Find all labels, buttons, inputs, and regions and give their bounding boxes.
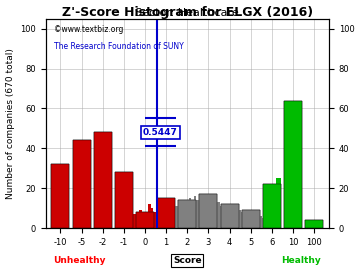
Bar [178,200,196,228]
Bar [115,173,133,228]
Bar [73,140,90,228]
Bar [262,218,265,228]
Text: ©www.textbiz.org: ©www.textbiz.org [54,25,123,34]
Bar [199,194,217,228]
Bar [156,202,158,228]
Bar [284,100,302,228]
Bar [215,198,217,228]
Bar [129,220,131,228]
Title: Z'-Score Histogram for ELGX (2016): Z'-Score Histogram for ELGX (2016) [62,6,313,19]
Bar [153,212,156,228]
Bar [284,100,302,228]
Bar [305,220,323,228]
Bar [94,133,112,228]
Bar [225,204,228,228]
Bar [217,202,220,228]
Bar [263,184,281,228]
Text: Score: Score [173,256,202,265]
Bar [115,173,133,228]
Bar [194,197,196,228]
Bar [175,207,177,228]
Bar [252,212,255,228]
Bar [246,210,249,228]
Bar [157,198,175,228]
Text: Sector: Healthcare: Sector: Healthcare [135,8,239,18]
Bar [210,200,212,228]
Bar [212,204,215,228]
Bar [263,184,281,228]
Y-axis label: Number of companies (670 total): Number of companies (670 total) [5,48,14,199]
Text: Unhealthy: Unhealthy [53,256,106,265]
Bar [196,200,199,228]
Bar [257,210,260,228]
Bar [172,202,175,228]
Bar [73,140,90,228]
Bar [51,164,69,228]
Bar [221,204,239,228]
Bar [136,218,139,228]
Text: 0.5447: 0.5447 [143,128,178,137]
Bar [180,212,183,228]
Bar [243,214,246,228]
Bar [178,200,196,228]
Bar [241,212,243,228]
Bar [136,212,154,228]
Text: Healthy: Healthy [281,256,320,265]
Bar [191,202,194,228]
Bar [199,194,217,228]
Bar [126,218,128,228]
Bar [94,133,112,228]
Bar [242,210,260,228]
Bar [233,208,236,228]
Bar [204,202,206,228]
Bar [177,210,180,228]
Bar [167,204,170,228]
Bar [136,212,154,228]
Bar [220,207,222,228]
Bar [151,208,153,228]
Bar [189,198,191,228]
Bar [236,207,238,228]
Bar [51,164,69,228]
Bar [305,220,323,228]
Bar [146,212,148,228]
Bar [148,204,151,228]
Bar [267,217,270,228]
Bar [139,210,142,228]
Bar [255,214,257,228]
Bar [133,214,136,228]
Bar [199,204,201,228]
Bar [222,208,225,228]
Bar [265,214,267,228]
Text: The Research Foundation of SUNY: The Research Foundation of SUNY [54,42,184,51]
Bar [157,198,175,228]
Bar [158,207,161,228]
Bar [221,204,239,228]
Bar [242,210,260,228]
Bar [260,217,262,228]
Bar [231,204,233,228]
Bar [238,210,241,228]
Bar [201,207,204,228]
Bar [170,208,172,228]
Bar [161,210,163,228]
Bar [275,178,281,228]
